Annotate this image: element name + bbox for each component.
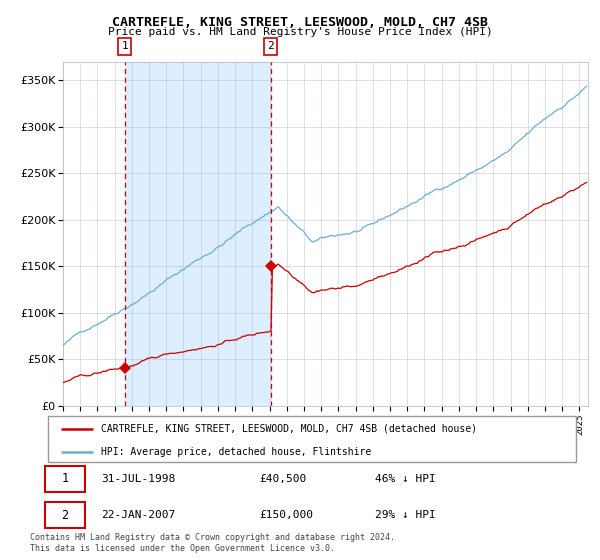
Text: £40,500: £40,500 [259, 474, 307, 484]
Text: 1: 1 [62, 473, 69, 486]
Text: 2: 2 [267, 41, 274, 52]
Text: 29% ↓ HPI: 29% ↓ HPI [376, 510, 436, 520]
Text: 1: 1 [121, 41, 128, 52]
Text: HPI: Average price, detached house, Flintshire: HPI: Average price, detached house, Flin… [101, 447, 371, 457]
Text: £150,000: £150,000 [259, 510, 313, 520]
FancyBboxPatch shape [48, 416, 576, 462]
Text: Contains HM Land Registry data © Crown copyright and database right 2024.
This d: Contains HM Land Registry data © Crown c… [30, 533, 395, 553]
Text: CARTREFLE, KING STREET, LEESWOOD, MOLD, CH7 4SB: CARTREFLE, KING STREET, LEESWOOD, MOLD, … [112, 16, 488, 29]
Text: 22-JAN-2007: 22-JAN-2007 [101, 510, 175, 520]
Text: 46% ↓ HPI: 46% ↓ HPI [376, 474, 436, 484]
Text: 31-JUL-1998: 31-JUL-1998 [101, 474, 175, 484]
Text: 2: 2 [62, 508, 69, 521]
Text: CARTREFLE, KING STREET, LEESWOOD, MOLD, CH7 4SB (detached house): CARTREFLE, KING STREET, LEESWOOD, MOLD, … [101, 424, 477, 434]
FancyBboxPatch shape [46, 466, 85, 492]
Bar [125, 62, 271, 406]
Text: Price paid vs. HM Land Registry's House Price Index (HPI): Price paid vs. HM Land Registry's House … [107, 27, 493, 37]
FancyBboxPatch shape [46, 502, 85, 528]
